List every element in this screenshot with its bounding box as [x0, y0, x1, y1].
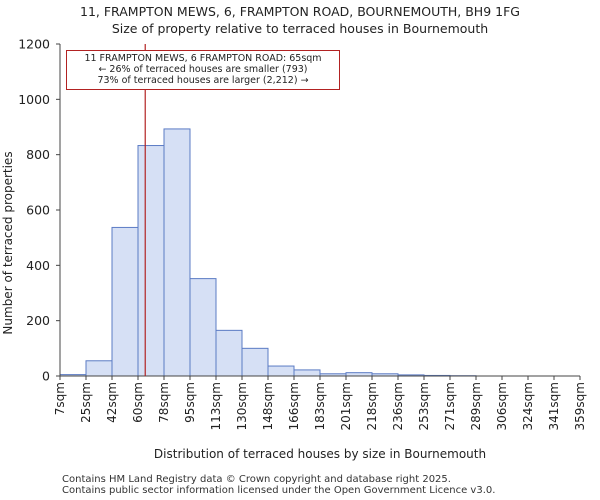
bar-25sqm — [85, 360, 113, 377]
bar-166sqm — [293, 369, 321, 377]
y-tick-label-800: 800 — [26, 147, 50, 162]
chart-title-line2: Size of property relative to terraced ho… — [111, 21, 489, 36]
x-tick-label-113sqm: 113sqm — [209, 382, 223, 430]
x-tick-label-95sqm: 95sqm — [183, 382, 197, 423]
bar-113sqm — [215, 329, 243, 377]
x-tick-label-271sqm: 271sqm — [443, 382, 457, 430]
bar-60sqm — [137, 145, 165, 377]
bar-148sqm — [267, 365, 295, 377]
x-tick-label-7sqm: 7sqm — [53, 382, 67, 415]
axes-group: 0 200 400 600 800 1000 1200 7sqm 25sqm 42sqm 60sqm… — [18, 37, 587, 431]
x-tick-label-306sqm: 306sqm — [495, 382, 509, 430]
annotation-line-1: 11 FRAMPTON MEWS, 6 FRAMPTON ROAD: 65sqm — [84, 53, 322, 64]
x-tick-label-253sqm: 253sqm — [417, 382, 431, 430]
chart-title-line1: 11, FRAMPTON MEWS, 6, FRAMPTON ROAD, BOU… — [80, 4, 520, 19]
footer-line-1: Contains HM Land Registry data © Crown c… — [62, 474, 451, 485]
y-tick-label-200: 200 — [26, 313, 50, 328]
y-tick-label-400: 400 — [26, 258, 50, 273]
y-tick-label-0: 0 — [42, 369, 50, 384]
annotation-line-2: ← 26% of terraced houses are smaller (79… — [98, 64, 308, 75]
x-tick-label-25sqm: 25sqm — [79, 382, 93, 423]
x-tick-label-289sqm: 289sqm — [469, 382, 483, 430]
bar-78sqm — [163, 128, 191, 377]
y-axis-label: Number of terraced properties — [1, 151, 15, 334]
x-tick-label-42sqm: 42sqm — [105, 382, 119, 423]
y-tick-label-1000: 1000 — [18, 92, 50, 107]
footer-line-2: Contains public sector information licen… — [62, 485, 496, 496]
property-annotation-box: 11 FRAMPTON MEWS, 6 FRAMPTON ROAD: 65sqm… — [66, 50, 340, 90]
x-tick-label-236sqm: 236sqm — [391, 382, 405, 430]
x-tick-label-218sqm: 218sqm — [365, 382, 379, 430]
bar-42sqm — [111, 226, 139, 377]
bar-95sqm — [189, 278, 217, 377]
y-tick-label-1200: 1200 — [18, 37, 50, 52]
bar-130sqm — [241, 347, 269, 377]
annotation-line-3: 73% of terraced houses are larger (2,212… — [97, 75, 309, 86]
x-tick-label-60sqm: 60sqm — [131, 382, 145, 423]
y-tick-label-600: 600 — [26, 203, 50, 218]
x-tick-label-130sqm: 130sqm — [235, 382, 249, 430]
x-tick-label-183sqm: 183sqm — [313, 382, 327, 430]
x-tick-label-359sqm: 359sqm — [573, 382, 587, 430]
x-tick-label-201sqm: 201sqm — [339, 382, 353, 430]
bars-group — [59, 128, 477, 377]
x-tick-label-341sqm: 341sqm — [547, 382, 561, 430]
x-tick-label-78sqm: 78sqm — [157, 382, 171, 423]
x-tick-label-148sqm: 148sqm — [261, 382, 275, 430]
x-tick-label-324sqm: 324sqm — [521, 382, 535, 430]
x-tick-label-166sqm: 166sqm — [287, 382, 301, 430]
x-axis-label: Distribution of terraced houses by size … — [154, 447, 486, 461]
